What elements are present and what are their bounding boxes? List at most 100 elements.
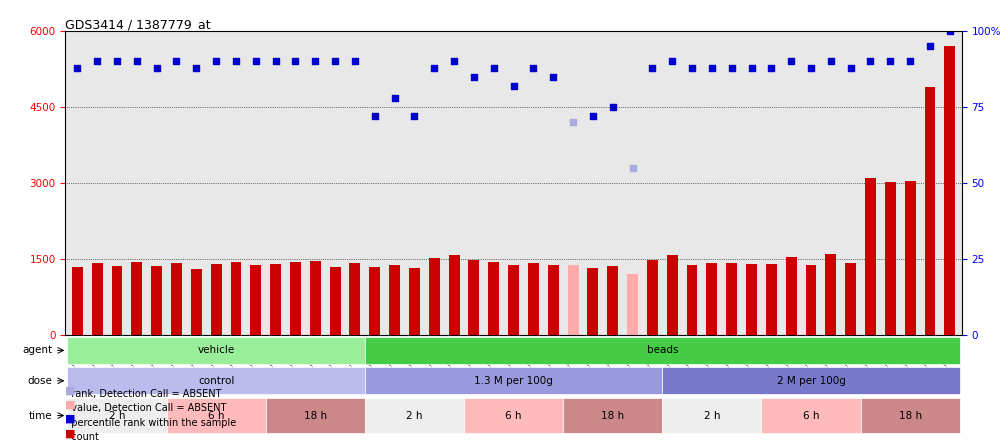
Bar <box>191 270 201 335</box>
Point <box>268 58 284 65</box>
Bar <box>607 266 618 335</box>
Text: 2 h: 2 h <box>109 411 125 420</box>
Point <box>407 113 423 120</box>
Point <box>287 58 303 65</box>
Text: control: control <box>198 376 235 386</box>
Bar <box>67 398 166 433</box>
Bar <box>231 262 242 335</box>
Point <box>665 58 681 65</box>
Point <box>644 64 661 71</box>
Bar <box>568 265 578 335</box>
Bar <box>290 262 301 335</box>
Bar <box>409 268 420 335</box>
Text: time: time <box>28 411 52 420</box>
Bar <box>389 265 400 335</box>
Bar <box>761 398 861 433</box>
Bar <box>726 263 737 335</box>
Bar <box>766 264 776 335</box>
Point <box>843 64 859 71</box>
Text: ■: ■ <box>65 428 76 438</box>
Text: rank, Detection Call = ABSENT: rank, Detection Call = ABSENT <box>65 389 222 399</box>
Point <box>604 103 620 111</box>
Point <box>585 113 601 120</box>
Text: count: count <box>65 432 100 442</box>
Bar <box>646 260 658 335</box>
Bar <box>429 258 440 335</box>
Point <box>724 64 740 71</box>
Text: beads: beads <box>646 345 678 355</box>
Point <box>69 64 86 71</box>
Point <box>149 64 165 71</box>
Bar <box>112 266 123 335</box>
Bar <box>667 254 678 335</box>
Bar <box>904 181 915 335</box>
Point <box>228 58 244 65</box>
Text: percentile rank within the sample: percentile rank within the sample <box>65 417 237 428</box>
Text: ■: ■ <box>65 414 76 424</box>
Text: 18 h: 18 h <box>304 411 327 420</box>
Bar <box>365 398 464 433</box>
Point <box>882 58 898 65</box>
Point <box>129 58 145 65</box>
Bar <box>785 257 797 335</box>
Point <box>466 73 482 80</box>
Text: agent: agent <box>22 345 52 355</box>
Point <box>485 64 501 71</box>
Bar <box>251 265 261 335</box>
Bar <box>210 264 222 335</box>
Bar <box>663 398 761 433</box>
Text: ■: ■ <box>65 400 76 410</box>
Bar <box>449 254 459 335</box>
Bar <box>310 261 321 335</box>
Bar <box>131 262 142 335</box>
Text: 2 M per 100g: 2 M per 100g <box>776 376 846 386</box>
Text: dose: dose <box>27 376 52 386</box>
Point <box>823 58 839 65</box>
Point <box>208 58 225 65</box>
Bar <box>270 264 281 335</box>
Bar <box>349 263 361 335</box>
Bar <box>67 367 365 395</box>
Point <box>307 58 323 65</box>
Point <box>367 113 383 120</box>
Bar <box>468 260 479 335</box>
Bar <box>365 367 663 395</box>
Point <box>545 73 561 80</box>
Point <box>862 58 878 65</box>
Point <box>763 64 779 71</box>
Bar <box>861 398 960 433</box>
Bar <box>151 266 162 335</box>
Point <box>168 58 184 65</box>
Bar <box>663 367 960 395</box>
Bar <box>365 337 960 364</box>
Point <box>90 58 106 65</box>
Bar <box>945 46 956 335</box>
Bar <box>845 263 856 335</box>
Text: 1.3 M per 100g: 1.3 M per 100g <box>474 376 553 386</box>
Text: 18 h: 18 h <box>601 411 624 420</box>
Point <box>624 164 640 171</box>
Point <box>248 58 264 65</box>
Point <box>902 58 918 65</box>
Point <box>565 119 581 126</box>
Point <box>942 28 958 35</box>
Text: value, Detection Call = ABSENT: value, Detection Call = ABSENT <box>65 403 227 413</box>
Text: 18 h: 18 h <box>898 411 921 420</box>
Text: 2 h: 2 h <box>704 411 720 420</box>
Text: 6 h: 6 h <box>506 411 522 420</box>
Bar <box>806 265 817 335</box>
Bar <box>746 264 757 335</box>
Point <box>446 58 462 65</box>
Text: GDS3414 / 1387779_at: GDS3414 / 1387779_at <box>65 18 211 31</box>
Bar <box>370 267 381 335</box>
Point <box>743 64 759 71</box>
Point <box>803 64 819 71</box>
Point <box>346 58 363 65</box>
Text: 6 h: 6 h <box>803 411 820 420</box>
Bar <box>687 265 698 335</box>
Bar <box>71 267 83 335</box>
Point <box>783 58 800 65</box>
Bar <box>329 267 340 335</box>
Text: 6 h: 6 h <box>207 411 225 420</box>
Text: 2 h: 2 h <box>406 411 423 420</box>
